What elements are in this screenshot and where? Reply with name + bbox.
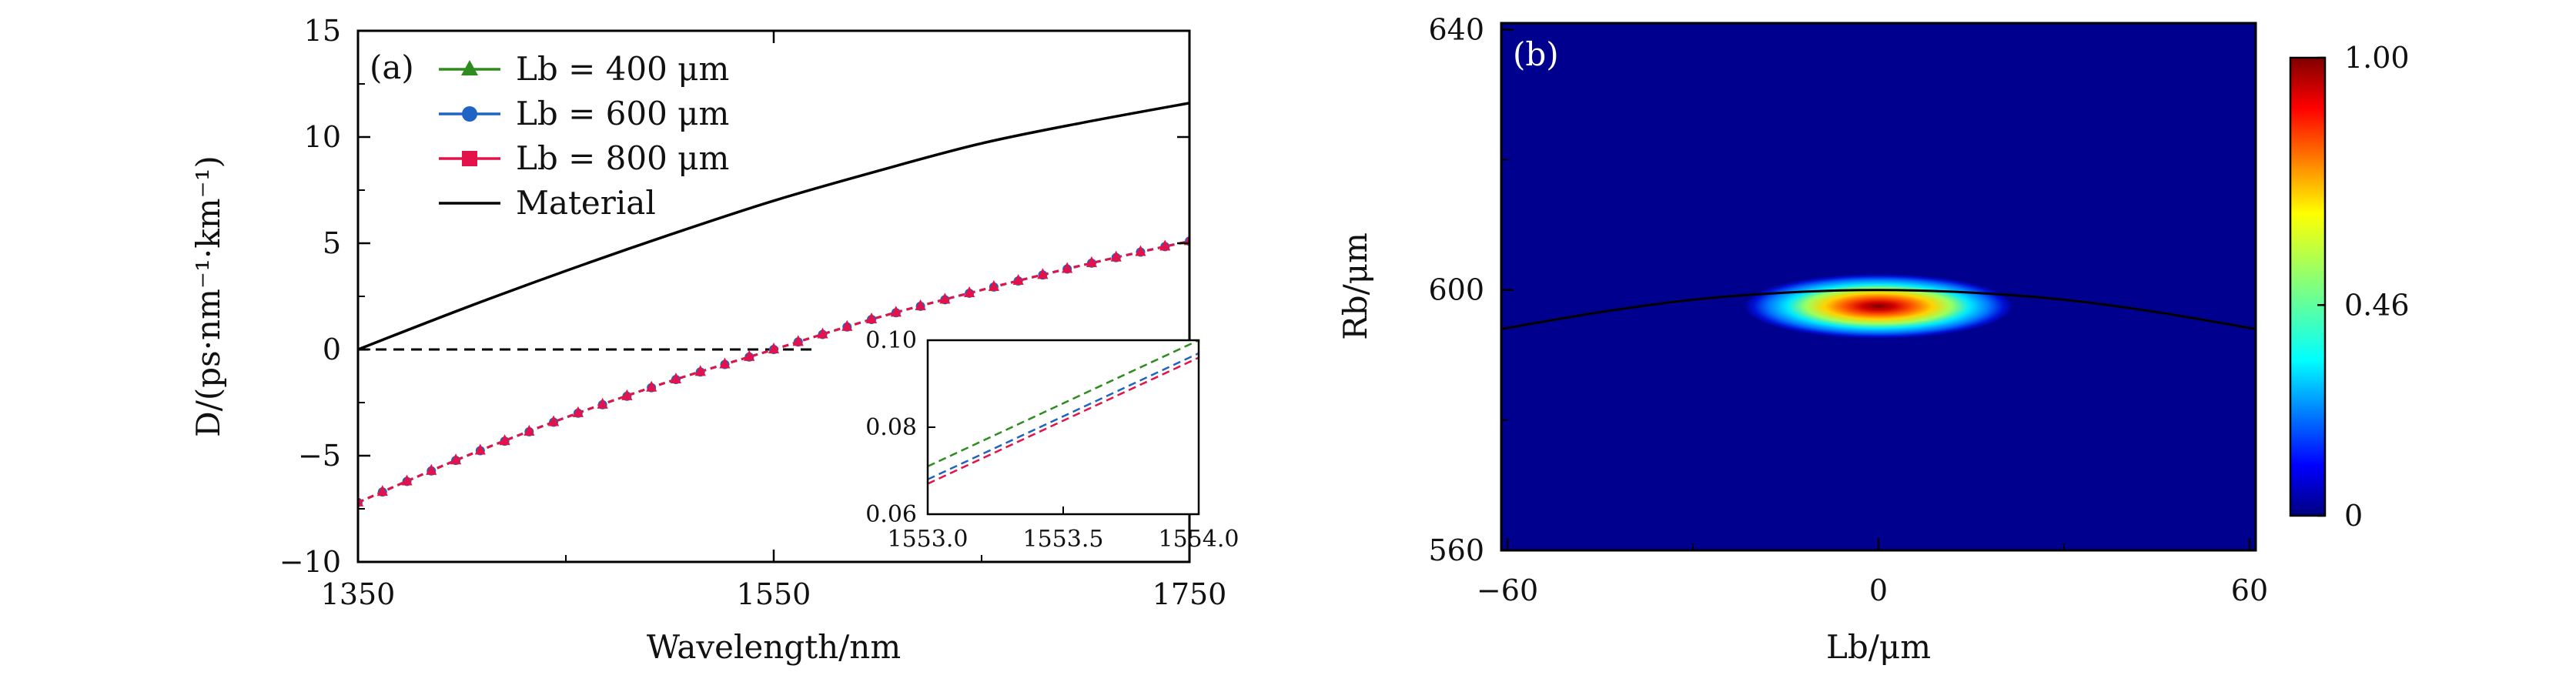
- series-marker-triangle-top: [1184, 234, 1189, 246]
- series-marker-triangle-top: [670, 372, 681, 383]
- b-x-tick-label: 0: [1869, 573, 1888, 607]
- panel-b-ticks: −60 0 60 560 600 640: [1428, 12, 2268, 607]
- inset-series-line-0: [928, 340, 1199, 467]
- series-marker-triangle-top: [548, 415, 560, 426]
- panel-b-heatmap: [1501, 23, 2256, 550]
- series-marker-triangle-top: [792, 335, 804, 346]
- series-marker-triangle-top: [1037, 268, 1049, 279]
- series-marker-triangle-top: [988, 279, 999, 291]
- panel-a-ticks: 1350 1550 1750 −10 −5 0 5 10 15: [279, 14, 1227, 611]
- series-marker-triangle-top: [890, 306, 902, 317]
- panel-b-xlabel: Lb/μm: [1826, 628, 1931, 666]
- legend-label-0: Lb = 400 μm: [516, 50, 729, 88]
- colorbar-tick-label: 0.46: [2344, 288, 2410, 322]
- inset-y-tick-label: 0.10: [865, 327, 917, 354]
- inset-y-tick-label: 0.08: [865, 414, 917, 441]
- series-marker-triangle-top: [939, 293, 951, 304]
- colorbar-tick-label: 0: [2344, 499, 2363, 533]
- panel-b-ylabel: Rb/μm: [1337, 232, 1374, 340]
- series-marker-triangle-top: [572, 406, 584, 417]
- panel-a-legend: Lb = 400 μm Lb = 600 μm Lb = 800 μm Materia…: [439, 50, 729, 222]
- inset-series-line-1: [928, 352, 1199, 480]
- legend-label-3: Material: [516, 184, 656, 222]
- panel-a-data-marks: [358, 102, 1189, 507]
- panel-b: −60 0 60 560 600 640 (b) Lb/μm Rb/μm 0 0.46 1.0…: [1337, 12, 2410, 666]
- panel-a-tag: (a): [370, 48, 414, 86]
- series-marker-triangle-top: [694, 365, 706, 376]
- series-marker-triangle-top: [646, 380, 657, 392]
- y-tick-label: 15: [304, 14, 341, 48]
- series-marker-triangle-top: [1135, 245, 1146, 256]
- series-marker-triangle-top: [499, 434, 510, 446]
- series-marker-triangle-top: [1086, 256, 1097, 267]
- series-marker-triangle-top: [450, 453, 462, 465]
- y-tick-label: 10: [304, 120, 341, 154]
- heatmap-boundary-curve: [1501, 289, 2256, 330]
- colorbar: 0 0.46 1.00: [2289, 41, 2410, 533]
- b-y-tick-label: 560: [1428, 533, 1484, 567]
- x-tick-label: 1350: [321, 577, 396, 611]
- panel-b-tag: (b): [1513, 35, 1559, 73]
- b-x-tick-label: 60: [2231, 573, 2268, 607]
- colorbar-gradient: [2289, 56, 2327, 517]
- series-marker-triangle-top: [1159, 239, 1171, 251]
- inset-ticks: 1553.0 1553.5 1554.0 0.06 0.08 0.10: [865, 327, 1239, 553]
- series-marker-triangle-top: [841, 319, 853, 331]
- series-marker-triangle-top: [1012, 274, 1024, 286]
- b-y-tick-label: 600: [1428, 273, 1484, 307]
- y-tick-label: −5: [298, 439, 341, 473]
- inset-x-tick-label: 1554.0: [1159, 526, 1239, 553]
- series-marker-triangle-top: [401, 474, 413, 486]
- series-marker-triangle-top: [474, 443, 486, 455]
- series-marker-triangle-top: [817, 327, 828, 339]
- x-tick-label: 1750: [1153, 577, 1227, 611]
- series-marker-triangle-top: [426, 463, 437, 475]
- y-tick-label: 5: [323, 226, 341, 260]
- series-marker-triangle-top: [768, 343, 779, 353]
- series-marker-triangle-top: [719, 357, 731, 369]
- heatmap-hotspot: [1744, 273, 2013, 339]
- b-x-tick-label: −60: [1477, 573, 1538, 607]
- legend-marker-circle: [462, 106, 477, 122]
- series-marker-triangle-top: [358, 495, 363, 506]
- inset-background: [928, 340, 1199, 514]
- panel-a-inset: 1553.0 1553.5 1554.0 0.06 0.08 0.10: [865, 327, 1239, 553]
- b-y-tick-label: 640: [1428, 12, 1484, 46]
- inset-x-tick-label: 1553.5: [1023, 526, 1104, 553]
- inset-series-line-2: [928, 356, 1199, 485]
- legend-label-2: Lb = 800 μm: [516, 139, 729, 177]
- series-marker-triangle-top: [1110, 250, 1122, 262]
- inset-y-tick-label: 0.06: [865, 501, 917, 528]
- y-tick-label: −10: [279, 545, 341, 579]
- series-marker-triangle-top: [964, 286, 975, 297]
- series-marker-triangle-top: [597, 397, 608, 409]
- inset-data-marks: [928, 340, 1199, 485]
- legend-marker-triangle: [461, 60, 478, 75]
- colorbar-tick-label: 1.00: [2344, 41, 2410, 75]
- y-tick-label: 0: [323, 333, 341, 366]
- series-marker-triangle-top: [915, 299, 926, 310]
- panel-a-xlabel: Wavelength/nm: [647, 628, 901, 666]
- series-marker-triangle-top: [744, 349, 755, 361]
- legend-marker-square: [462, 151, 477, 166]
- series-marker-triangle-top: [524, 424, 535, 436]
- series-marker-triangle-top: [866, 313, 878, 324]
- panel-a-ylabel: D/(ps·nm⁻¹·km⁻¹): [189, 155, 227, 437]
- legend-label-1: Lb = 600 μm: [516, 95, 729, 132]
- x-tick-label: 1550: [737, 577, 811, 611]
- series-marker-triangle-top: [621, 389, 633, 400]
- series-marker-triangle-top: [1062, 262, 1073, 273]
- series-marker-triangle-top: [376, 485, 388, 496]
- series-line-material: [358, 102, 1189, 351]
- inset-x-tick-label: 1553.0: [888, 526, 969, 553]
- colorbar-ticks: 0 0.46 1.00: [2317, 41, 2410, 533]
